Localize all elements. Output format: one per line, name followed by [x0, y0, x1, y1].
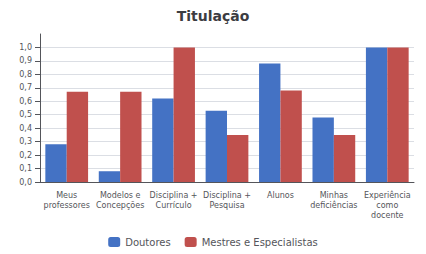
- svg-text:0,7: 0,7: [19, 83, 32, 92]
- svg-text:Modelos e: Modelos e: [100, 191, 141, 200]
- svg-text:docente: docente: [371, 211, 404, 220]
- svg-text:como: como: [376, 201, 398, 210]
- svg-text:Minhas: Minhas: [320, 191, 348, 200]
- svg-text:Disciplina +: Disciplina +: [150, 191, 198, 200]
- svg-text:0,5: 0,5: [19, 110, 32, 119]
- svg-text:0,8: 0,8: [19, 70, 32, 79]
- svg-text:0,6: 0,6: [19, 97, 32, 106]
- svg-text:0,9: 0,9: [19, 56, 32, 65]
- svg-text:Pesquisa: Pesquisa: [209, 201, 244, 210]
- svg-text:Concepções: Concepções: [96, 201, 144, 210]
- svg-text:Experiência: Experiência: [364, 190, 411, 200]
- svg-text:0,2: 0,2: [19, 151, 32, 160]
- svg-text:0,4: 0,4: [19, 124, 32, 133]
- svg-text:1,0: 1,0: [19, 43, 32, 52]
- svg-text:0,1: 0,1: [19, 164, 32, 173]
- svg-text:professores: professores: [44, 201, 90, 210]
- svg-text:Titulação: Titulação: [177, 8, 250, 24]
- svg-text:deficiências: deficiências: [310, 200, 357, 210]
- svg-text:0,3: 0,3: [19, 137, 32, 146]
- svg-text:Disciplina +: Disciplina +: [203, 191, 251, 200]
- svg-text:Currículo: Currículo: [156, 201, 192, 210]
- svg-text:0,0: 0,0: [19, 178, 32, 187]
- svg-text:Meus: Meus: [56, 191, 77, 200]
- svg-text:Alunos: Alunos: [267, 191, 294, 200]
- svg-text:Mestres e Especialistas: Mestres e Especialistas: [202, 237, 318, 248]
- svg-text:Doutores: Doutores: [125, 237, 170, 248]
